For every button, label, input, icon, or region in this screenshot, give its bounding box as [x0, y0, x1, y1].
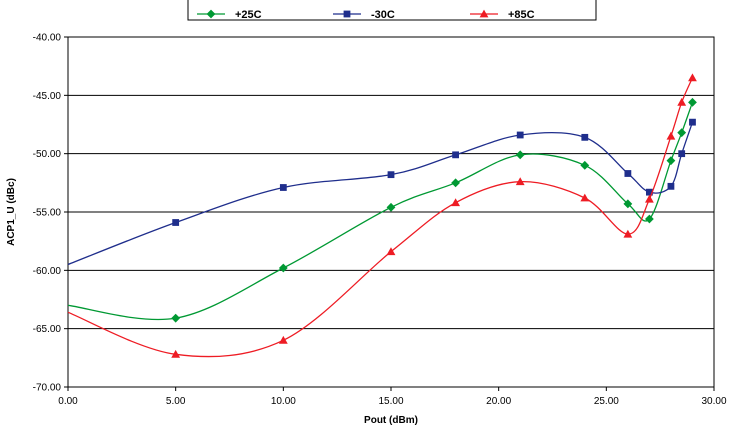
data-point — [678, 150, 686, 158]
y-tick-label: -65.00 — [33, 324, 62, 335]
data-point — [645, 194, 654, 203]
legend-box — [187, 0, 597, 21]
series-square — [67, 118, 696, 266]
series-diamond — [67, 97, 697, 323]
data-point — [623, 229, 633, 238]
data-point — [386, 247, 396, 256]
x-tick-label: 30.00 — [701, 396, 726, 407]
data-point — [171, 349, 181, 358]
legend-label: +85C — [508, 9, 535, 21]
series-layer — [67, 73, 697, 358]
data-point — [386, 202, 396, 212]
data-point — [279, 184, 287, 191]
x-tick-label: 0.00 — [58, 396, 78, 407]
series-line — [67, 102, 694, 321]
x-tick-label: 25.00 — [594, 396, 619, 407]
x-tick-label: 5.00 — [166, 396, 186, 407]
x-tick-label: 10.00 — [271, 396, 296, 407]
data-point — [666, 131, 676, 140]
data-point — [623, 199, 633, 209]
legend-marker — [479, 9, 489, 18]
data-point — [278, 335, 288, 344]
data-point — [677, 97, 687, 106]
y-tick-label: -50.00 — [33, 149, 62, 160]
data-point — [624, 170, 632, 177]
series-triangle — [67, 73, 697, 358]
data-point — [688, 73, 697, 82]
data-point — [451, 198, 460, 207]
legend: +25C -30C +85C — [187, 0, 597, 21]
x-tick-label: 15.00 — [378, 396, 403, 407]
y-tick-label: -70.00 — [33, 383, 62, 394]
data-point — [688, 97, 697, 107]
data-point — [515, 177, 525, 186]
data-point — [581, 133, 589, 141]
data-point — [516, 131, 524, 139]
data-point — [515, 150, 525, 160]
data-point — [666, 156, 676, 166]
series-line — [67, 77, 694, 358]
x-axis-label: Pout (dBm) — [364, 415, 418, 426]
y-tick-label: -60.00 — [33, 266, 62, 277]
data-point — [278, 263, 288, 273]
legend-label: +25C — [235, 9, 262, 21]
x-tick-label: 20.00 — [486, 396, 511, 407]
data-point — [667, 182, 675, 190]
y-tick-label: -40.00 — [33, 33, 62, 44]
data-point — [452, 151, 459, 159]
data-point — [646, 188, 653, 196]
data-point — [689, 118, 696, 126]
data-point — [451, 178, 460, 188]
data-point — [387, 171, 395, 179]
data-point — [580, 160, 590, 170]
axes: -40.00 -45.00 -50.00 -55.00 -60.00 -65.00 -70.… — [33, 33, 727, 408]
legend-label: -30C — [371, 9, 395, 21]
y-axis-label: ACP1_U (dBc) — [6, 178, 17, 246]
data-point — [677, 128, 687, 138]
legend-marker — [206, 9, 216, 19]
series-line — [67, 121, 694, 266]
grid — [68, 36, 714, 388]
y-tick-label: -45.00 — [33, 91, 62, 102]
legend-marker — [343, 10, 351, 18]
data-point — [171, 313, 181, 323]
data-point — [172, 219, 180, 226]
y-tick-label: -55.00 — [33, 208, 62, 219]
data-point — [645, 214, 654, 224]
data-point — [580, 193, 590, 202]
